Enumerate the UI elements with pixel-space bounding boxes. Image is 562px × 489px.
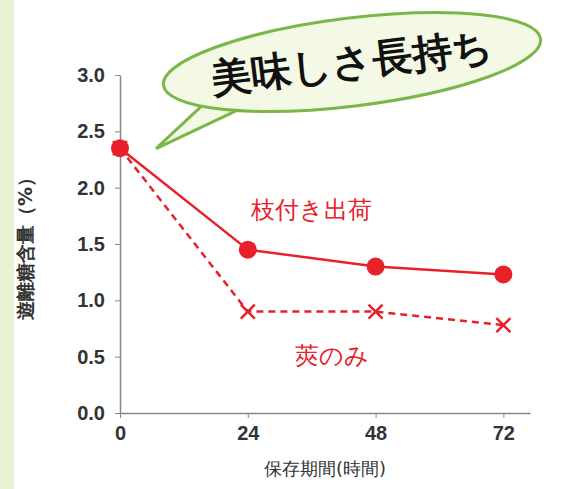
x-tick: 72	[493, 413, 515, 444]
y-tick-mark	[115, 413, 120, 414]
callout-bubble	[158, 0, 546, 129]
data-point	[494, 265, 512, 283]
y-tick: 1.0	[77, 289, 120, 311]
y-tick-label: 1.0	[77, 289, 105, 311]
x-tick-mark	[503, 413, 504, 418]
series-line	[120, 148, 503, 325]
x-tick-mark	[248, 413, 249, 418]
y-axis-title: 遊離糖含量（%）	[14, 168, 36, 320]
data-point	[367, 258, 385, 276]
y-tick-label: 0.0	[77, 402, 105, 424]
y-tick-label: 2.5	[77, 120, 105, 142]
x-tick-mark	[376, 413, 377, 418]
data-point	[111, 139, 129, 157]
callout: 美味しさ長持ち	[143, 0, 548, 149]
y-tick-mark	[115, 131, 120, 132]
data-point	[496, 318, 510, 332]
series-label: 枝付き出荷	[250, 196, 372, 224]
y-tick: 1.5	[77, 233, 120, 255]
y-tick-mark	[115, 188, 120, 189]
annotation: 美味しさ長持ち	[208, 22, 495, 102]
data-point	[239, 241, 257, 259]
y-tick: 0.0	[77, 402, 120, 424]
plot-area	[111, 139, 512, 332]
x-axis-line	[121, 413, 531, 415]
y-tick-mark	[115, 357, 120, 358]
y-tick: 2.0	[77, 177, 120, 199]
y-axis: 0.0 0.5 1.0 1.5 2.0 2.5 3.0	[77, 64, 120, 424]
x-tick-label: 24	[237, 422, 260, 444]
x-tick-label: 48	[365, 422, 387, 444]
y-tick-mark	[115, 244, 120, 245]
data-point	[113, 141, 127, 155]
chart: 0.0 0.5 1.0 1.5 2.0 2.5 3.0 0 24 48 72 遊離糖含量（%） 保存期間…	[0, 0, 562, 489]
data-point	[241, 305, 255, 319]
series-line	[120, 148, 503, 274]
y-tick-label: 3.0	[77, 64, 105, 86]
series-labels: 枝付き出荷莢のみ	[250, 196, 372, 370]
y-tick-mark	[115, 75, 120, 76]
y-tick: 2.5	[77, 120, 120, 142]
y-tick: 0.5	[77, 346, 120, 368]
x-tick-label: 72	[493, 422, 515, 444]
data-point	[369, 305, 383, 319]
y-tick-mark	[115, 300, 120, 301]
x-tick: 0	[115, 413, 126, 444]
y-tick-label: 0.5	[77, 346, 105, 368]
y-tick: 3.0	[77, 64, 120, 86]
series-label: 莢のみ	[295, 342, 369, 370]
x-tick: 24	[237, 413, 260, 444]
x-tick: 48	[365, 413, 387, 444]
y-tick-label: 2.0	[77, 177, 105, 199]
x-axis-title: 保存期間(時間)	[264, 458, 386, 479]
y-tick-label: 1.5	[77, 233, 105, 255]
side-strip	[0, 0, 14, 489]
x-axis: 0 24 48 72	[115, 413, 531, 444]
x-tick-mark	[120, 413, 121, 418]
x-tick-label: 0	[115, 422, 126, 444]
